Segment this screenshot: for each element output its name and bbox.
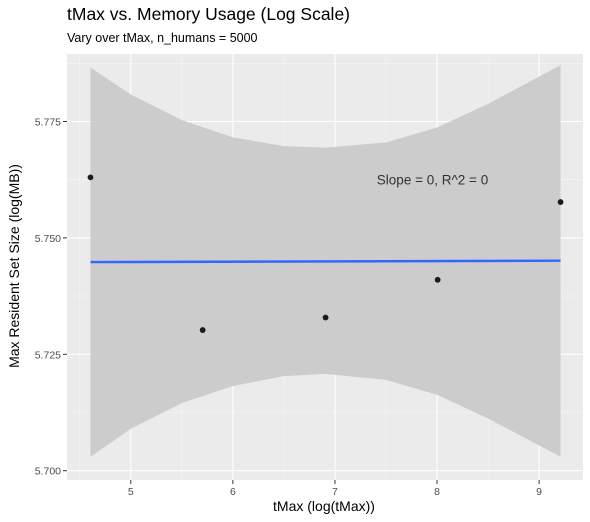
y-axis-ticks: 5.700 5.725 5.750 5.775 xyxy=(35,117,67,478)
data-points xyxy=(87,174,564,333)
x-tick-label: 9 xyxy=(536,486,542,498)
fit-annotation: Slope = 0, R^2 = 0 xyxy=(377,173,488,188)
chart-title: tMax vs. Memory Usage (Log Scale) xyxy=(67,4,351,24)
data-point xyxy=(199,327,206,333)
y-tick-label: 5.700 xyxy=(35,466,61,478)
data-point xyxy=(322,314,329,321)
x-axis-ticks: 5 6 7 8 9 xyxy=(128,480,542,498)
y-tick-label: 5.750 xyxy=(35,233,61,245)
y-tick-label: 5.775 xyxy=(35,117,61,129)
chart-subtitle: Vary over tMax, n_humans = 5000 xyxy=(67,31,258,45)
x-tick-label: 6 xyxy=(230,486,236,498)
x-tick-label: 7 xyxy=(332,486,338,498)
regression-line xyxy=(90,259,561,264)
y-axis-title: Max Resident Set Size (log(MB)) xyxy=(6,164,22,368)
x-tick-label: 8 xyxy=(434,486,440,498)
x-tick-label: 5 xyxy=(128,486,134,498)
x-axis-title: tMax (log(tMax)) xyxy=(273,498,375,514)
y-tick-label: 5.725 xyxy=(35,349,61,361)
data-point xyxy=(434,276,441,283)
data-point xyxy=(87,174,94,181)
data-point xyxy=(557,199,564,205)
